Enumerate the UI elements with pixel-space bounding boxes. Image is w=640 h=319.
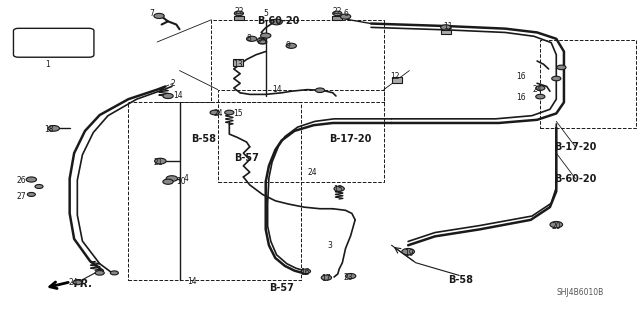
Circle shape [260,33,271,38]
Text: 4: 4 [184,174,188,183]
Text: B-58: B-58 [191,134,216,144]
Text: 14: 14 [273,85,282,94]
Circle shape [110,271,118,275]
Circle shape [402,249,415,255]
Circle shape [301,269,310,274]
Circle shape [154,13,164,19]
Text: B-60-20: B-60-20 [554,174,596,183]
Text: 20: 20 [552,222,561,231]
Circle shape [536,86,545,90]
Text: 8: 8 [246,34,251,43]
Text: 7: 7 [150,9,154,18]
Text: 16: 16 [516,93,526,102]
Circle shape [340,14,351,19]
Text: 10: 10 [176,177,186,186]
Circle shape [536,94,545,99]
Text: 17: 17 [321,274,331,283]
Circle shape [258,40,267,44]
Text: 24: 24 [213,109,223,118]
Bar [332,16,342,20]
Circle shape [26,177,36,182]
Bar [441,30,451,34]
Text: SHJ4B6010B: SHJ4B6010B [556,288,604,297]
Text: 3: 3 [327,241,332,250]
Circle shape [48,125,60,131]
Text: 15: 15 [333,185,342,194]
Circle shape [246,36,257,41]
Text: 24: 24 [308,168,317,177]
Text: 12: 12 [390,72,400,81]
Circle shape [73,280,82,285]
Bar [234,16,244,20]
Text: 24: 24 [68,278,77,287]
Text: 5: 5 [263,9,268,18]
Text: 18: 18 [44,125,54,134]
Text: 24: 24 [532,85,542,94]
Text: B-58: B-58 [448,275,473,285]
Circle shape [163,93,173,99]
Bar [233,59,243,66]
Text: B-17-20: B-17-20 [554,142,596,152]
Circle shape [28,192,35,197]
Text: 23: 23 [343,272,353,281]
Text: 16: 16 [516,72,526,81]
Circle shape [333,11,342,16]
Text: FR.: FR. [74,279,93,289]
Circle shape [557,65,566,70]
Circle shape [286,43,296,48]
Circle shape [163,179,173,184]
Circle shape [257,38,266,42]
Text: 14: 14 [188,277,197,286]
Text: 26: 26 [16,176,26,185]
Text: B-60-20: B-60-20 [257,16,300,26]
Text: 2: 2 [171,79,175,88]
FancyBboxPatch shape [13,28,94,57]
Circle shape [440,25,451,30]
Circle shape [552,76,561,81]
Text: 22: 22 [333,7,342,16]
Text: B-57: B-57 [234,153,259,163]
Circle shape [550,221,563,228]
Circle shape [321,275,332,280]
Text: 6: 6 [343,9,348,18]
Circle shape [155,158,166,164]
Text: 1: 1 [45,60,50,69]
Bar [392,77,402,83]
Circle shape [271,19,282,25]
Circle shape [334,186,344,191]
Text: B-17-20: B-17-20 [330,134,372,144]
Circle shape [95,271,104,275]
Circle shape [35,184,43,189]
Text: 25: 25 [258,38,268,47]
Text: B-57: B-57 [269,283,294,293]
Text: 9: 9 [285,41,291,50]
Text: 13: 13 [234,60,243,69]
Circle shape [316,88,324,93]
Circle shape [166,176,177,182]
Text: 14: 14 [173,92,183,100]
Circle shape [210,110,220,115]
Text: 21: 21 [154,158,163,167]
Circle shape [225,110,234,115]
Text: 11: 11 [443,22,452,31]
Circle shape [346,273,356,278]
Text: 15: 15 [234,109,243,118]
Circle shape [234,11,243,16]
Text: 27: 27 [16,191,26,201]
Text: 16: 16 [301,268,310,277]
Text: 19: 19 [404,249,414,258]
Text: 22: 22 [234,7,244,16]
